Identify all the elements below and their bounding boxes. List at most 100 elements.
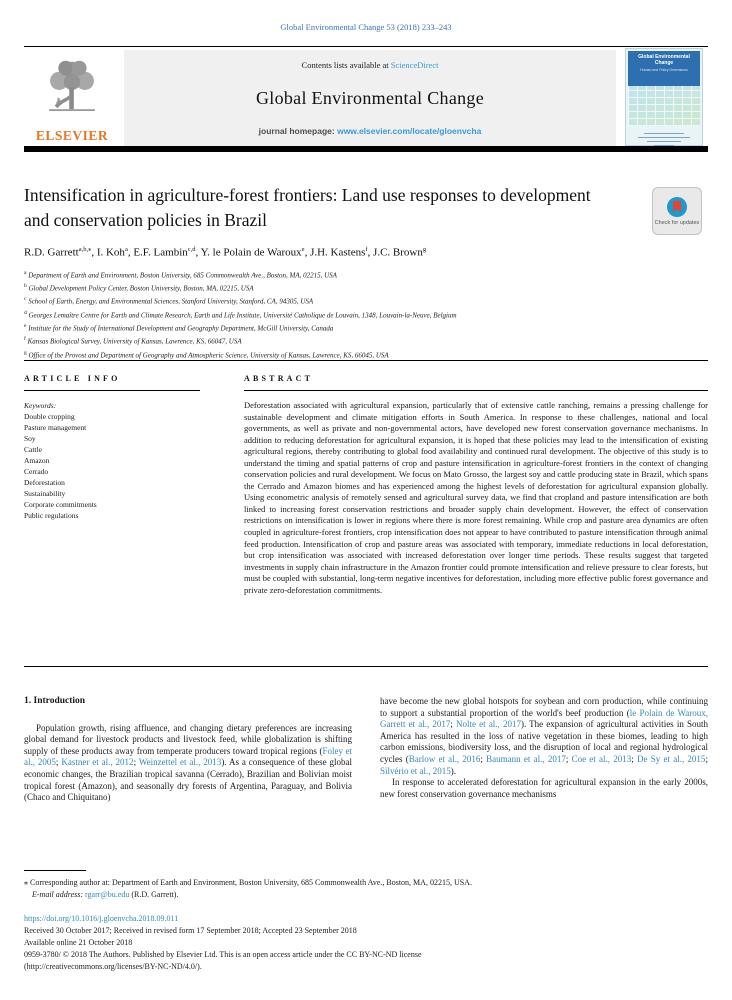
citation-link[interactable]: Nolte et al., 2017 [456,719,521,730]
body-text: ; [705,753,708,764]
abstract-rule [244,390,708,391]
journal-homepage-link[interactable]: www.elsevier.com/locate/gloenvcha [337,126,482,136]
affiliation: d Georges Lemaître Centre for Earth and … [24,309,457,319]
author-affiliation-sup: f [365,246,368,253]
journal-citation-header[interactable]: Global Environmental Change 53 (2018) 23… [280,22,452,32]
citation-link[interactable]: Barlow et al., 2016 [408,753,481,764]
cover-title: Global Environmental Change [638,54,690,66]
doi-link[interactable]: https://doi.org/10.1016/j.gloenvcha.2018… [24,914,179,923]
citation-link[interactable]: Silvério et al., 2015 [380,765,451,776]
keywords-label: Keywords: [24,401,57,410]
corresponding-author-note: ⁎ Corresponding author at: Department of… [24,878,472,887]
title-block: Intensification in agriculture-forest fr… [24,183,708,361]
body-text: have become the new global hotspots for … [380,696,708,718]
author-name: R.D. Garrett [24,246,79,259]
abstract-heading: ABSTRACT [244,374,314,383]
author-name: E.F. Lambin [133,246,188,259]
footer-available: Available online 21 October 2018 [24,938,133,947]
homepage-label: journal homepage: [258,126,338,136]
affiliation: c School of Earth, Energy, and Environme… [24,296,314,306]
contents-lists-text: Contents lists available at [301,60,391,70]
intro-paragraph: In response to accelerated deforestation… [380,777,708,799]
email-link[interactable]: rgarr@bu.edu [85,889,130,899]
cover-subtitle: Human and Policy Dimensions [640,68,688,72]
body-text: ; [450,719,457,730]
bookmark-icon [667,196,687,217]
intro-column-right: have become the new global hotspots for … [380,696,708,864]
footer-received: Received 30 October 2017; Received in re… [24,926,357,935]
body-text: Population growth, rising affluence, and… [24,722,352,756]
journal-title: Global Environmental Change [255,87,485,108]
elsevier-logo[interactable]: ELSEVIER [24,47,120,147]
abstract-text: Deforestation associated with agricultur… [244,400,708,595]
citation-link[interactable]: le Polain de Waroux, Garrett et al., 201… [380,707,708,730]
author-name: J.C. Brown [373,246,423,259]
section-rule-top [24,360,708,361]
cover-imprint-lines [628,126,700,146]
body-text: ; [480,753,487,764]
body-text: ). As a consequence of these global econ… [24,757,352,803]
intro-paragraph: have become the new global hotspots for … [380,696,708,777]
journal-cover-thumbnail[interactable]: Global Environmental Change Human and Po… [625,48,703,146]
journal-homepage-line: journal homepage: www.elsevier.com/locat… [259,126,482,136]
keyword: Sustainability [24,489,66,498]
keywords-list: Double cropping Pasture management Soy Catt… [24,411,200,521]
footer-license: (http://creativecommons.org/licenses/BY-… [24,962,202,971]
contents-lists-line: Contents lists available at ScienceDirec… [302,60,439,70]
author-affiliation-sup: a,b,⁎ [78,246,92,253]
keyword: Corporate commitments [24,500,97,509]
keyword: Double cropping [24,412,75,421]
body-text: ; [565,753,572,764]
affiliation: g Office of the Provost and Department o… [24,349,389,359]
citation-link[interactable]: De Sy et al., 2015 [637,753,706,764]
masthead-center-panel: Contents lists available at ScienceDirec… [124,50,616,147]
intro-heading: 1. Introduction [24,696,86,706]
author-affiliation-sup: e [301,246,305,253]
email-suffix: (R.D. Garrett). [129,889,179,899]
keyword: Cerrado [24,467,49,476]
author-name: I. Koh [96,246,125,259]
email-label: E-mail address: [32,889,84,899]
body-text: ). [450,765,456,776]
email-line: E-mail address: rgarr@bu.edu (R.D. Garre… [24,889,708,901]
abstract-column: ABSTRACT Deforestation associated with a… [244,374,708,596]
citation-link[interactable]: Baumann et al., 2017 [486,753,566,764]
elsevier-tree-icon [43,58,101,127]
citation-link[interactable]: Kastner et al., 2012 [61,757,134,768]
section-rule-bottom [24,666,708,667]
author-affiliation-sup: c,d [187,246,196,253]
affiliation: b Global Development Policy Center, Bost… [24,282,254,293]
citation-link[interactable]: Weinzettel et al., 2013 [138,757,222,768]
article-info-column: ARTICLE INFO Keywords: Double cropping Pa… [24,374,200,596]
body-text: ; [133,757,139,768]
affiliation: f Kansas Biological Survey, University o… [24,336,242,346]
citation-link[interactable]: Coe et al., 2013 [571,753,632,764]
footer-copyright: 0959-3780/ © 2018 The Authors. Published… [24,950,422,959]
check-updates-badge[interactable]: Check for updates [652,187,702,235]
sciencedirect-link[interactable]: ScienceDirect [390,60,439,70]
masthead-divider-bar [24,146,708,152]
keyword: Deforestation [24,478,65,487]
authors-line: R.D. Garretta,b,⁎, I. Koha, E.F. Lambinc… [24,246,427,259]
body-text: ; [55,757,62,768]
elsevier-wordmark: ELSEVIER [35,128,109,143]
author-name: J.H. Kastens [310,246,366,259]
author-name: Y. le Polain de Waroux [200,246,302,259]
cover-globe-art [628,86,700,126]
journal-masthead: ELSEVIER Contents lists available at Sci… [24,46,708,147]
article-title: Intensification in agriculture-forest fr… [24,185,591,230]
footnote-rule [24,870,86,871]
body-text: ; [631,753,637,764]
article-info-rule [24,390,200,391]
keyword: Cattle [24,445,42,454]
affiliation: e Institute for the Study of Internation… [24,322,334,333]
check-updates-label: Check for updates [654,219,700,226]
body-text: ). The expansion of agricultural activit… [380,719,708,764]
intro-paragraph: Population growth, rising affluence, and… [24,723,352,804]
page-footer: ⁎ Corresponding author at: Department of… [24,870,708,973]
author-affiliation-sup: a [124,246,128,253]
citation-link[interactable]: Foley et al., 2005 [24,745,352,768]
affiliations-list: a Department of Earth and Environment, B… [24,268,708,361]
intro-column-left: 1. Introduction Population growth, risin… [24,696,352,864]
affiliation: a Department of Earth and Environment, B… [24,269,337,279]
